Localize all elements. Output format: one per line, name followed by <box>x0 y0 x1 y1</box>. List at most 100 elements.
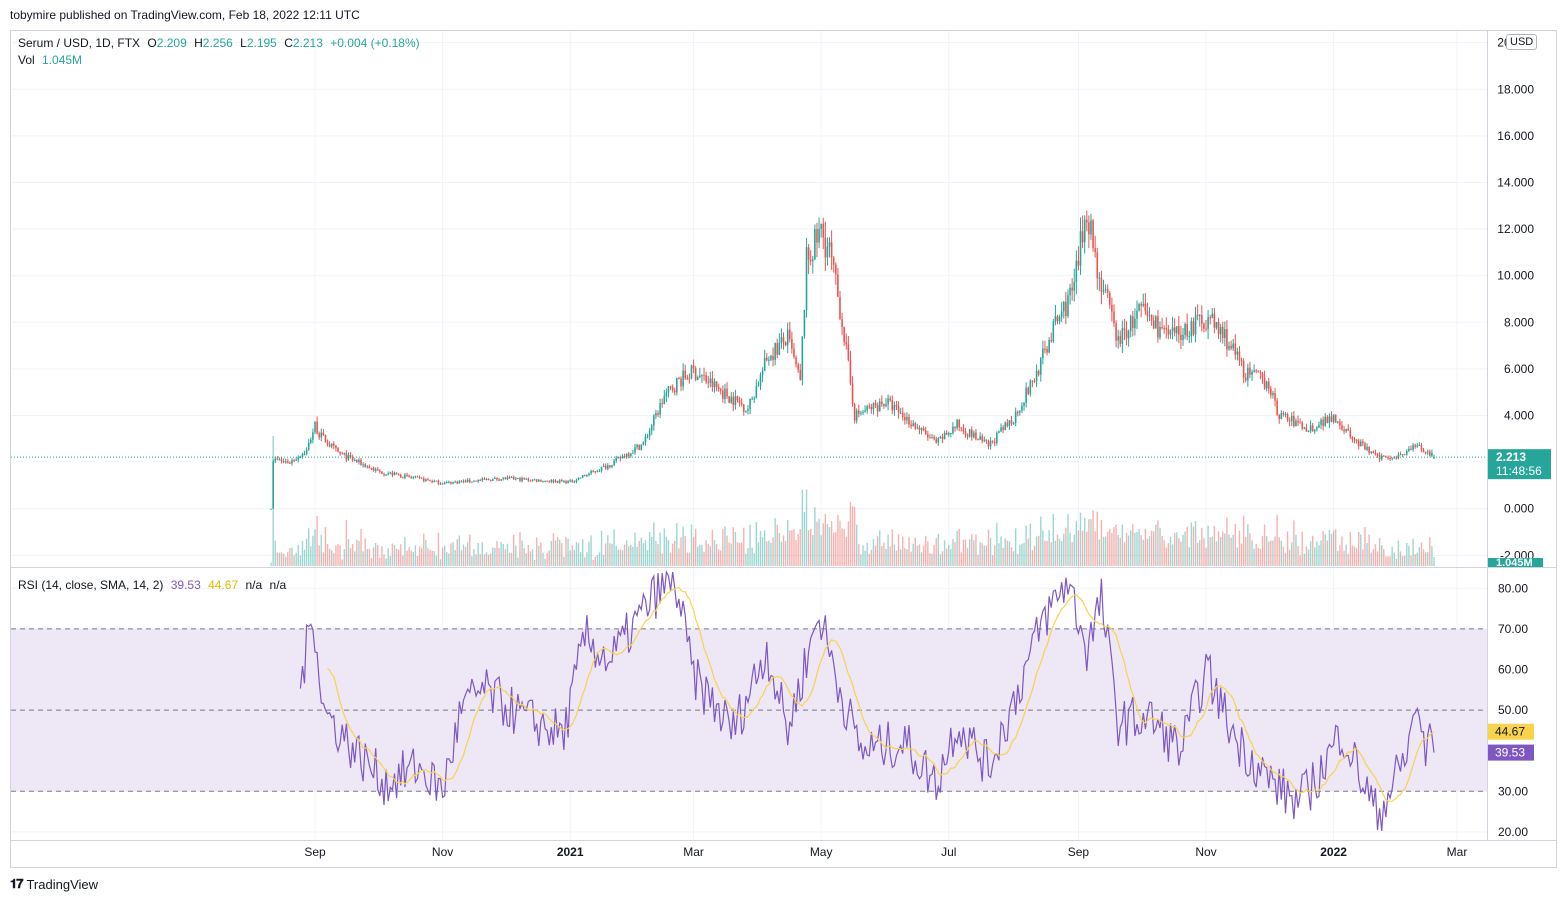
candle-body <box>878 401 881 412</box>
candle-body <box>1322 419 1324 426</box>
candle-body <box>1211 313 1214 318</box>
volume-bar <box>615 545 617 566</box>
volume-bar <box>316 516 318 566</box>
candle-body <box>345 453 348 460</box>
candle-body <box>1023 402 1025 406</box>
candle-body <box>724 388 726 399</box>
candle-body <box>586 475 588 477</box>
candle-body <box>734 396 737 406</box>
candle-body <box>939 436 942 438</box>
volume-bar <box>289 547 291 566</box>
candle-body <box>1362 441 1364 444</box>
candle-body <box>1247 367 1249 381</box>
candle-body <box>1429 451 1431 456</box>
volume-bar <box>600 530 603 566</box>
candle-body <box>634 447 636 453</box>
candle-body <box>399 474 402 478</box>
volume-bar <box>345 519 348 566</box>
rsi-tick-label: 60.00 <box>1498 662 1528 676</box>
candle-body <box>820 223 822 229</box>
last-price-badge <box>1488 449 1551 480</box>
symbol-legend[interactable]: Serum / USD, 1D, FTX O2.209 H2.256 L2.19… <box>18 36 424 50</box>
volume-bar <box>412 551 415 566</box>
volume-bar <box>646 550 649 566</box>
volume-bar <box>586 552 588 566</box>
candle-body <box>349 454 352 458</box>
candle-body <box>914 423 917 429</box>
candle-body <box>1339 421 1341 426</box>
volume-bar <box>1291 542 1293 566</box>
candle-body <box>1079 231 1082 266</box>
candle-body <box>1401 454 1404 456</box>
candle-body <box>1129 316 1132 332</box>
volume-bar <box>1261 536 1264 566</box>
tradingview-mark-icon: 𝟏𝟕 <box>10 876 24 891</box>
candle-body <box>981 436 984 442</box>
candle-body <box>280 459 283 462</box>
candle-body <box>1297 420 1299 423</box>
volume-bar <box>395 548 398 566</box>
volume-bar <box>1347 553 1349 566</box>
volume-bar <box>774 518 776 566</box>
candle-body <box>529 480 532 482</box>
candle-body <box>669 386 672 388</box>
candle-body <box>491 478 494 482</box>
volume-bar <box>280 552 283 566</box>
candle-body <box>684 370 687 378</box>
volume-bar <box>768 540 770 566</box>
candle-body <box>284 461 287 463</box>
currency-badge[interactable]: USD <box>1506 34 1538 50</box>
volume-bar <box>462 544 465 566</box>
candle-body <box>822 223 825 238</box>
volume-bar <box>684 536 686 566</box>
candle-body <box>1046 348 1048 353</box>
volume-bar <box>1050 542 1052 566</box>
candle-body <box>803 309 806 337</box>
candle-body <box>1178 326 1180 335</box>
rsi-legend[interactable]: RSI (14, close, SMA, 14, 2) 39.53 44.67 … <box>18 578 290 592</box>
candle-body <box>627 453 630 456</box>
candle-body <box>276 458 279 460</box>
candle-body <box>431 481 433 483</box>
volume-bar <box>1378 537 1381 566</box>
volume-legend[interactable]: Vol 1.045M <box>18 53 86 67</box>
volume-bar <box>1427 552 1429 566</box>
volume-bar <box>1401 556 1404 566</box>
volume-bar <box>531 549 534 566</box>
candle-body <box>696 377 699 380</box>
candle-body <box>385 474 387 476</box>
candle-body <box>404 474 406 478</box>
candle-body <box>326 442 329 445</box>
candle-body <box>1002 427 1004 431</box>
candle-body <box>1242 360 1245 378</box>
volume-bar <box>713 540 716 566</box>
candle-body <box>590 470 592 474</box>
candle-body <box>414 476 417 478</box>
candle-body <box>623 456 626 458</box>
volume-bar <box>987 529 990 566</box>
volume-bar <box>1052 514 1055 566</box>
candle-body <box>1190 321 1193 337</box>
tradingview-logo[interactable]: 𝟏𝟕 TradingView <box>10 876 98 892</box>
volume-bar <box>322 552 325 566</box>
volume-bar <box>521 540 523 566</box>
volume-bar <box>573 549 576 566</box>
volume-bar <box>1083 518 1086 566</box>
volume-bar <box>1253 548 1255 566</box>
volume-bar <box>730 543 732 566</box>
volume-bar <box>494 547 496 566</box>
rsi-badge <box>1488 744 1534 761</box>
volume-bar <box>1079 512 1082 566</box>
volume-bar <box>822 523 824 566</box>
candle-body <box>970 429 973 438</box>
volume-bar <box>1023 542 1025 566</box>
candle-body <box>310 439 312 443</box>
candle-body <box>1399 454 1402 456</box>
candle-body <box>293 460 295 462</box>
volume-bar <box>1042 530 1044 566</box>
candle-body <box>1213 313 1216 328</box>
volume-bar <box>1412 538 1414 566</box>
candle-body <box>1313 429 1316 432</box>
candle-body <box>826 246 829 258</box>
